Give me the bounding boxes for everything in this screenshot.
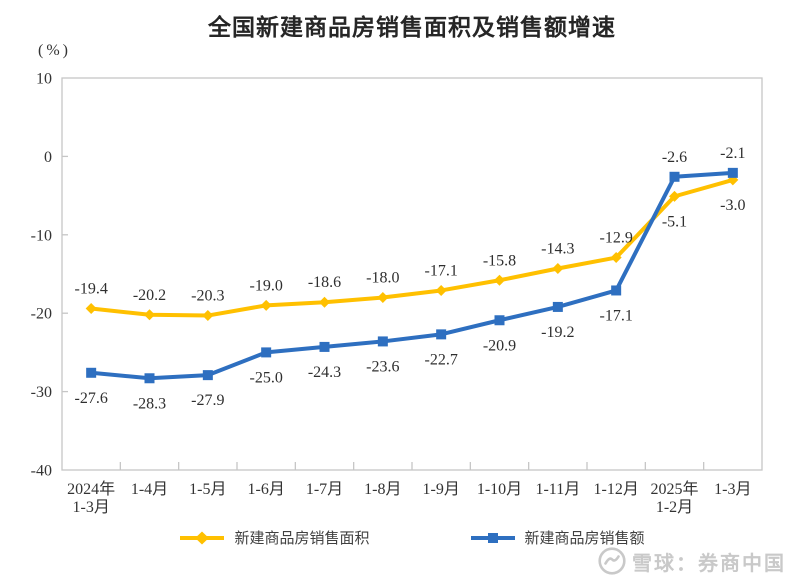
data-label: -3.0 (720, 197, 745, 214)
x-axis-tick-label: 1-9月 (422, 481, 459, 498)
data-point-marker (669, 190, 680, 202)
data-point-marker (202, 370, 213, 381)
x-axis-tick-label: 1-7月 (306, 481, 343, 498)
data-point-marker (436, 329, 447, 340)
data-point-marker (727, 167, 738, 178)
data-point-marker (85, 302, 97, 314)
xueqiu-logo-icon (598, 547, 626, 575)
series-line-0 (89, 177, 735, 318)
data-point-marker (552, 301, 563, 312)
legend-amount-marker-icon (470, 532, 515, 543)
data-label: -27.9 (191, 392, 224, 409)
data-label: -17.1 (600, 307, 633, 324)
data-label: -18.0 (366, 270, 399, 287)
data-point-marker (319, 341, 330, 352)
data-point-marker (86, 367, 97, 378)
data-label: -15.8 (483, 252, 516, 269)
x-axis-tick-label: 1-4月 (131, 481, 168, 498)
legend-label-sales-area: 新建商品房销售面积 (234, 530, 370, 547)
series-line-1 (89, 170, 735, 381)
data-label: -20.2 (133, 287, 166, 304)
data-label: -27.6 (75, 390, 108, 407)
x-axis-tick-label: 1-6月 (247, 481, 284, 498)
x-axis-tick-label: 2025年 1-2月 (650, 480, 698, 516)
legend: 新建商品房销售面积 新建商品房销售额 (62, 527, 762, 548)
data-label: -5.1 (662, 213, 687, 230)
data-label: -2.6 (662, 149, 687, 166)
data-point-marker (552, 263, 564, 275)
watermark-text: 雪球：券商中国 (632, 552, 786, 575)
data-label: -19.0 (250, 277, 283, 294)
data-point-marker (494, 274, 505, 286)
data-point-marker (319, 296, 330, 308)
data-point-marker (144, 309, 155, 321)
data-point-marker (610, 252, 622, 264)
data-point-marker (669, 171, 680, 182)
y-axis-tick-label: 0 (44, 149, 52, 166)
data-label: -14.3 (541, 241, 574, 258)
x-axis-tick-label: 1-10月 (477, 481, 522, 498)
data-point-marker (202, 310, 214, 322)
data-point-marker (494, 315, 505, 326)
y-axis-tick-label: -20 (31, 306, 52, 323)
data-label: -25.0 (250, 369, 283, 386)
legend-item-sales-amount: 新建商品房销售额 (470, 527, 645, 548)
data-point-marker (377, 292, 389, 304)
y-axis-tick-label: -30 (31, 384, 52, 401)
x-axis-tick-label: 1-5月 (189, 481, 226, 498)
data-label: -18.6 (308, 274, 341, 291)
data-point-marker (260, 299, 272, 311)
data-point-marker (144, 373, 155, 384)
data-label: -12.9 (600, 230, 633, 247)
data-label: -2.1 (720, 145, 745, 162)
data-point-marker (611, 285, 622, 296)
data-label: -19.2 (541, 324, 574, 341)
watermark: 雪球：券商中国 (597, 546, 786, 576)
data-point-marker (261, 347, 272, 358)
legend-label-sales-amount: 新建商品房销售额 (524, 530, 645, 547)
data-point-marker (435, 284, 447, 296)
data-label: -19.4 (75, 280, 108, 297)
plot-border (61, 77, 763, 471)
data-label: -22.7 (425, 351, 458, 368)
data-label: -23.6 (366, 358, 399, 375)
legend-area-marker-icon (180, 531, 225, 544)
data-label: -28.3 (133, 395, 166, 412)
x-axis-tick-label: 1-3月 (714, 481, 751, 498)
y-axis-tick-label: -10 (31, 227, 52, 244)
x-axis-tick-label: 1-8月 (364, 481, 401, 498)
chart-title: 全国新建商品房销售面积及销售额增速 (208, 14, 616, 40)
y-axis-tick-label: 10 (36, 71, 52, 88)
y-axis-unit-label: (%) (38, 42, 71, 59)
y-axis-tick-label: -40 (31, 463, 52, 480)
data-label: -24.3 (308, 364, 341, 381)
data-label: -17.1 (425, 262, 458, 279)
legend-item-sales-area: 新建商品房销售面积 (179, 527, 370, 548)
x-axis-tick-label: 2024年 1-3月 (67, 480, 115, 516)
data-label: -20.3 (191, 288, 224, 305)
data-point-marker (377, 336, 388, 347)
plot-area: 10 0 -10 -20 -30 -40 2024年 1-3月 1-4月 1-5月 1-6月 1-7月… (31, 71, 763, 516)
x-axis-tick-label: 1-11月 (535, 481, 580, 498)
x-axis-tick-label: 1-12月 (593, 481, 638, 498)
data-label: -20.9 (483, 337, 516, 354)
